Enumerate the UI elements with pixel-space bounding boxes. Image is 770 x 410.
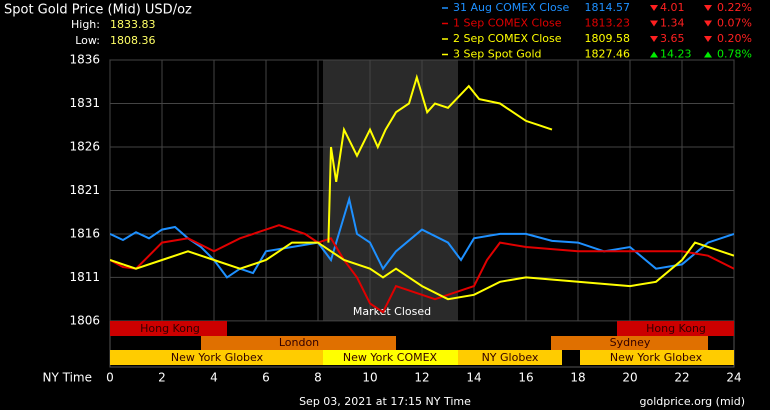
x-tick-label: 10 [362,371,377,385]
x-tick-label: 16 [518,371,533,385]
legend-close: 1813.23 [585,17,631,30]
y-tick-label: 1831 [69,96,100,110]
change-arrow [650,20,658,27]
x-tick-label: 0 [106,371,114,385]
session-bar [110,350,323,365]
change-arrow [650,36,658,42]
y-tick-label: 1821 [69,183,100,197]
session-bar [110,321,227,336]
session-bar [323,350,458,365]
legend-label: 2 Sep COMEX Close [453,32,562,45]
high-value: 1833.83 [110,18,156,31]
y-tick-label: 1836 [69,53,100,67]
y-tick-label: 1816 [69,226,100,240]
x-axis-label: NY Time [43,371,93,385]
x-tick-label: 8 [314,371,322,385]
low-value: 1808.36 [110,34,156,47]
footer: Sep 03, 2021 at 17:15 NY Time [299,395,471,408]
change-arrow [704,36,712,42]
series-line [327,73,553,243]
x-tick-label: 22 [674,371,689,385]
session-bar [551,336,708,350]
legend-change: 14.23 [660,48,692,61]
legend-close: 1827.46 [585,48,631,61]
legend-change-pct: 0.07% [717,17,752,30]
legend-change: 1.34 [660,17,685,30]
session-bar [580,350,734,365]
session-label: NY Globex [482,351,539,364]
legend-change-pct: 0.20% [717,32,752,45]
session-label: New York Globex [610,351,703,364]
x-tick-label: 24 [726,371,741,385]
change-arrow [704,5,712,11]
x-tick-label: 12 [414,371,429,385]
legend-change-pct: 0.78% [717,48,752,61]
change-arrow [704,20,712,27]
session-label: Hong Kong [140,322,200,335]
change-arrow [650,5,658,11]
series-line [110,224,734,314]
change-arrow [650,51,658,58]
chart-title: Spot Gold Price (Mid) USD/oz [4,3,192,18]
y-tick-label: 1806 [69,313,100,327]
source: goldprice.org (mid) [640,395,746,408]
y-tick-label: 1826 [69,139,100,153]
session-label: New York COMEX [343,351,438,364]
session-label: London [279,336,319,349]
session-label: Hong Kong [646,322,706,335]
x-tick-label: 20 [622,371,637,385]
closed-label: Market Closed [353,305,431,318]
legend-change: 3.65 [660,32,685,45]
session-bar [201,336,396,350]
x-tick-label: 4 [210,371,218,385]
x-tick-label: 14 [466,371,481,385]
low-label: Low: [75,34,100,47]
legend-label: 3 Sep Spot Gold [453,48,542,61]
legend-label: 31 Aug COMEX Close [453,1,569,14]
x-tick-label: 18 [570,371,585,385]
x-tick-label: 6 [262,371,270,385]
high-label: High: [71,18,100,31]
legend-label: 1 Sep COMEX Close [453,17,562,30]
series-line [110,195,734,279]
series-line [110,241,734,301]
x-tick-label: 2 [158,371,166,385]
change-arrow [704,51,712,58]
y-tick-label: 1811 [69,270,100,284]
legend-close: 1809.58 [585,32,631,45]
session-label: Sydney [610,336,651,349]
session-bar [617,321,734,336]
legend-close: 1814.57 [585,1,631,14]
session-label: New York Globex [171,351,264,364]
session-bar [458,350,562,365]
legend-change-pct: 0.22% [717,1,752,14]
legend-change: 4.01 [660,1,685,14]
